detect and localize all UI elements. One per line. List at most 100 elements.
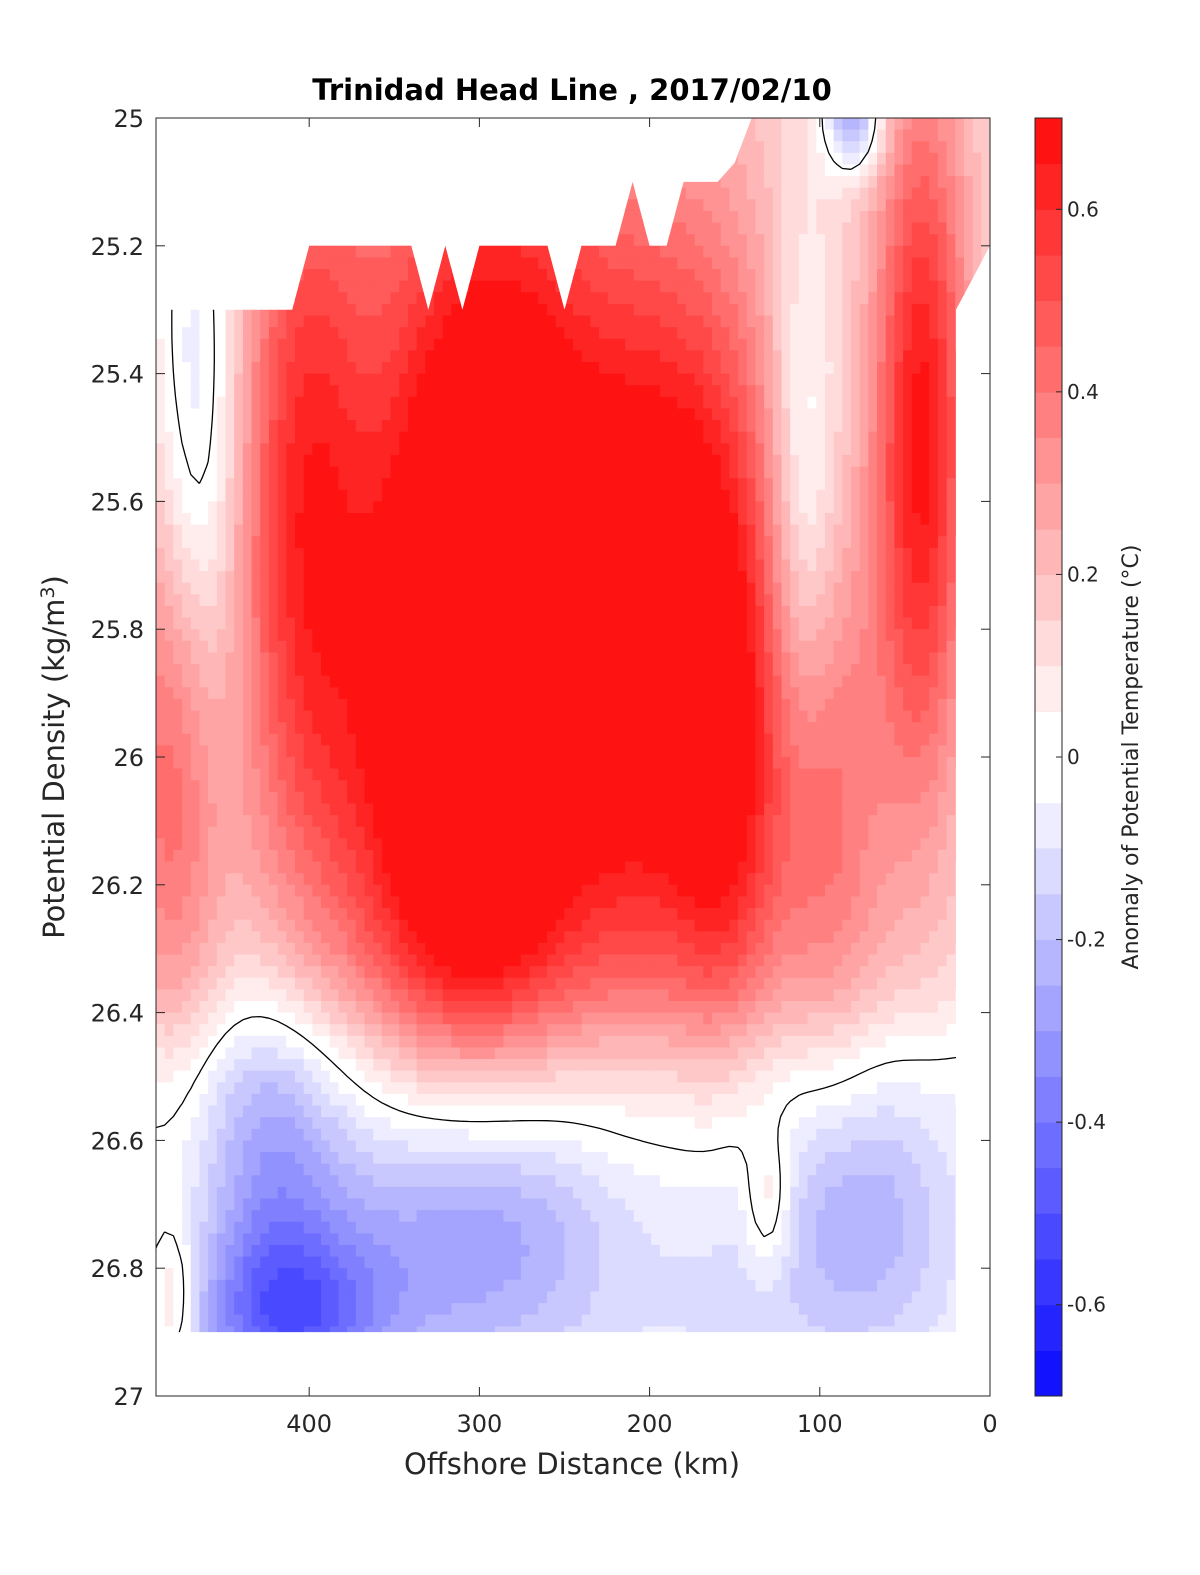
- heatmap-cell: [546, 629, 557, 642]
- heatmap-cell: [764, 571, 774, 584]
- heatmap-cell: [277, 675, 287, 688]
- heatmap-cell: [877, 629, 887, 642]
- heatmap-cell: [581, 350, 591, 363]
- heatmap-cell: [764, 164, 774, 177]
- heatmap-cell: [329, 420, 340, 433]
- heatmap-cell: [607, 361, 618, 375]
- heatmap-cell: [156, 640, 166, 654]
- heatmap-cell: [946, 338, 956, 351]
- heatmap-cell: [824, 315, 835, 328]
- heatmap-cell: [173, 710, 183, 723]
- heatmap-cell: [790, 710, 800, 723]
- heatmap-cell: [434, 501, 444, 514]
- heatmap-cell: [486, 361, 496, 375]
- heatmap-cell: [712, 478, 722, 491]
- heatmap-cell: [303, 327, 313, 340]
- heatmap-cell: [677, 292, 687, 305]
- heatmap-cell: [242, 664, 253, 677]
- heatmap-cell: [911, 443, 922, 456]
- heatmap-cell: [321, 396, 331, 410]
- heatmap-cell: [242, 303, 253, 317]
- heatmap-cell: [277, 489, 287, 502]
- heatmap-cell: [677, 408, 687, 421]
- heatmap-cell: [329, 373, 340, 386]
- heatmap-cell: [399, 431, 409, 444]
- heatmap-cell: [868, 280, 878, 293]
- heatmap-cell: [842, 118, 852, 131]
- heatmap-cell: [859, 454, 869, 468]
- heatmap-cell: [164, 489, 174, 502]
- heatmap-cell: [712, 454, 722, 468]
- heatmap-cell: [225, 327, 235, 340]
- heatmap-cell: [277, 536, 287, 549]
- heatmap-cell: [833, 199, 843, 212]
- heatmap-cell: [156, 675, 166, 688]
- heatmap-cell: [407, 664, 418, 677]
- heatmap-cell: [772, 292, 783, 305]
- heatmap-cell: [911, 350, 922, 363]
- heatmap-cell: [851, 629, 861, 642]
- heatmap-cell: [251, 710, 261, 723]
- heatmap-cell: [555, 303, 565, 317]
- heatmap-cell: [877, 385, 887, 398]
- heatmap-cell: [573, 536, 583, 549]
- heatmap-cell: [242, 687, 253, 700]
- heatmap-cell: [529, 466, 539, 479]
- heatmap-cell: [416, 559, 426, 572]
- heatmap-cell: [234, 547, 244, 561]
- heatmap-cell: [738, 350, 748, 363]
- heatmap-cell: [790, 698, 800, 712]
- heatmap-cell: [738, 303, 748, 317]
- heatmap-cell: [937, 303, 948, 317]
- heatmap-cell: [955, 292, 965, 305]
- heatmap-cell: [355, 605, 366, 619]
- heatmap-cell: [199, 408, 209, 421]
- heatmap-cell: [625, 245, 635, 259]
- heatmap-cell: [807, 187, 817, 200]
- heatmap-cell: [755, 176, 765, 189]
- heatmap-cell: [920, 350, 930, 363]
- heatmap-cell: [546, 513, 557, 526]
- heatmap-cell: [494, 478, 505, 491]
- heatmap-cell: [937, 245, 948, 259]
- heatmap-cell: [946, 582, 956, 595]
- heatmap-cell: [477, 559, 487, 572]
- heatmap-cell: [199, 594, 209, 607]
- heatmap-cell: [529, 547, 539, 561]
- heatmap-cell: [251, 664, 261, 677]
- heatmap-cell: [373, 396, 383, 410]
- heatmap-cell: [703, 222, 713, 235]
- heatmap-cell: [877, 361, 887, 375]
- heatmap-cell: [182, 559, 192, 572]
- heatmap-cell: [868, 210, 878, 224]
- heatmap-cell: [911, 664, 922, 677]
- heatmap-cell: [833, 361, 843, 375]
- heatmap-cell: [425, 640, 435, 654]
- heatmap-cell: [859, 118, 869, 131]
- heatmap-cell: [885, 350, 896, 363]
- heatmap-cell: [338, 269, 348, 282]
- heatmap-cell: [581, 524, 591, 537]
- heatmap-cell: [303, 478, 313, 491]
- heatmap-cell: [286, 687, 296, 700]
- heatmap-cell: [659, 478, 670, 491]
- heatmap-cell: [868, 640, 878, 654]
- heatmap-cell: [407, 524, 418, 537]
- heatmap-cell: [503, 675, 513, 688]
- heatmap-cell: [833, 152, 843, 166]
- heatmap-cell: [694, 454, 704, 468]
- heatmap-cell: [590, 454, 600, 468]
- heatmap-cell: [156, 350, 166, 363]
- heatmap-cell: [885, 118, 896, 131]
- heatmap-cell: [251, 315, 261, 328]
- heatmap-cell: [764, 675, 774, 688]
- heatmap-cell: [842, 152, 852, 166]
- heatmap-cell: [685, 327, 696, 340]
- heatmap-cell: [355, 594, 366, 607]
- heatmap-cell: [425, 698, 435, 712]
- heatmap-cell: [442, 443, 452, 456]
- heatmap-cell: [477, 629, 487, 642]
- heatmap-cell: [659, 431, 670, 444]
- heatmap-cell: [260, 338, 270, 351]
- heatmap-cell: [651, 245, 661, 259]
